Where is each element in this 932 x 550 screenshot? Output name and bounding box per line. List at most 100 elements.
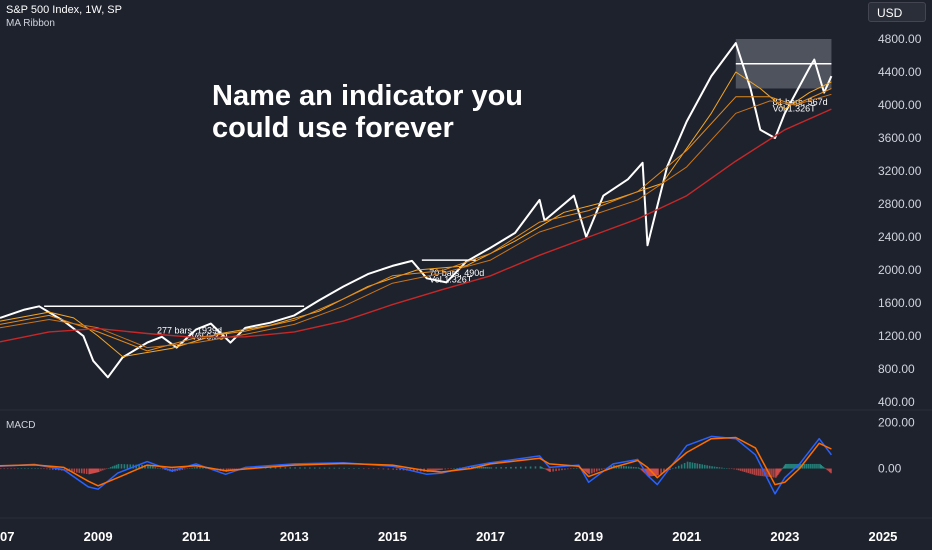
macd-histogram-bar bbox=[34, 468, 36, 469]
macd-histogram-bar bbox=[769, 468, 771, 478]
macd-histogram-bar bbox=[584, 468, 587, 472]
macd-histogram-bar bbox=[809, 463, 811, 469]
macd-histogram-bar bbox=[519, 466, 522, 469]
macd-histogram-bar bbox=[313, 467, 316, 469]
macd-histogram-bar bbox=[654, 468, 656, 476]
macd-histogram-bar bbox=[102, 468, 104, 471]
x-tick-label: 2007 bbox=[0, 529, 14, 544]
macd-histogram-bar bbox=[202, 467, 204, 469]
macd-histogram-bar bbox=[585, 468, 588, 473]
y-tick-label: 2400.00 bbox=[878, 230, 922, 244]
macd-histogram-bar bbox=[447, 468, 449, 470]
x-tick-label: 2013 bbox=[280, 529, 309, 544]
macd-histogram-bar bbox=[776, 468, 779, 475]
macd-histogram-bar bbox=[183, 468, 186, 470]
annotation-label: Vol 1.326T bbox=[773, 104, 817, 114]
macd-histogram-bar bbox=[328, 467, 331, 469]
macd-histogram-bar bbox=[147, 465, 149, 469]
macd-histogram-bar bbox=[441, 468, 444, 470]
headline-line-2: could use forever bbox=[212, 112, 454, 144]
macd-histogram-bar bbox=[428, 468, 430, 472]
macd-histogram-bar bbox=[737, 468, 740, 471]
macd-histogram-bar bbox=[728, 468, 731, 470]
macd-histogram-bar bbox=[749, 468, 752, 474]
macd-histogram-bar bbox=[582, 468, 585, 471]
macd-histogram-bar bbox=[529, 466, 532, 469]
annotation-label: 277 bars, 1939d bbox=[157, 326, 222, 336]
signal-line bbox=[0, 436, 832, 487]
macd-histogram-bar bbox=[49, 468, 51, 470]
indicator-label[interactable]: MA Ribbon bbox=[6, 18, 55, 29]
macd-histogram-bar bbox=[431, 468, 433, 472]
macd-histogram-bar bbox=[156, 467, 159, 469]
macd-histogram-bar bbox=[645, 468, 648, 475]
macd-histogram-bar bbox=[555, 468, 557, 472]
macd-histogram-bar bbox=[747, 468, 750, 474]
y-tick-label: 1600.00 bbox=[878, 296, 922, 310]
macd-histogram-bar bbox=[434, 468, 436, 471]
macd-line bbox=[0, 435, 832, 495]
currency-selector[interactable]: USD bbox=[868, 2, 926, 22]
macd-histogram-bar bbox=[820, 464, 823, 469]
macd-histogram-bar bbox=[635, 467, 637, 469]
macd-histogram-bar bbox=[575, 467, 578, 469]
macd-label: MACD bbox=[6, 420, 36, 431]
macd-histogram-bar bbox=[786, 463, 788, 469]
macd-histogram-bar bbox=[638, 468, 641, 469]
macd-histogram-bar bbox=[444, 468, 447, 470]
macd-histogram-bar bbox=[741, 468, 744, 472]
macd-histogram-bar bbox=[544, 468, 547, 470]
macd-histogram-bar bbox=[76, 468, 78, 473]
macd-histogram-bar bbox=[196, 466, 198, 469]
macd-histogram-bar bbox=[120, 464, 123, 469]
y-tick-label: 4800.00 bbox=[878, 32, 922, 46]
macd-histogram-bar bbox=[798, 463, 800, 469]
macd-histogram-bar bbox=[640, 468, 643, 471]
macd-histogram-bar bbox=[828, 468, 831, 473]
macd-histogram-bar bbox=[825, 468, 827, 470]
macd-histogram-bar bbox=[199, 467, 201, 469]
macd-histogram-bar bbox=[824, 468, 826, 469]
macd-histogram-bar bbox=[745, 468, 748, 473]
macd-histogram-bar bbox=[793, 463, 796, 469]
macd-histogram-bar bbox=[437, 468, 439, 471]
macd-histogram-bar bbox=[0, 468, 2, 470]
macd-y-tick-label: 0.00 bbox=[878, 462, 902, 476]
macd-histogram-bar bbox=[392, 468, 395, 470]
macd-histogram-bar bbox=[739, 468, 742, 471]
macd-histogram-bar bbox=[205, 468, 207, 469]
macd-histogram-bar bbox=[775, 468, 777, 478]
macd-histogram-bar bbox=[372, 468, 375, 470]
macd-histogram-bar bbox=[795, 463, 797, 469]
macd-histogram-bar bbox=[179, 468, 181, 471]
macd-histogram-bar bbox=[233, 468, 236, 470]
macd-histogram-bar bbox=[115, 464, 118, 469]
macd-histogram-bar bbox=[790, 463, 793, 469]
macd-histogram-bar bbox=[686, 461, 689, 469]
ma-mid-line bbox=[0, 88, 832, 352]
macd-histogram-bar bbox=[716, 466, 718, 469]
macd-histogram-bar bbox=[186, 468, 188, 470]
macd-histogram-bar bbox=[801, 463, 804, 469]
x-tick-label: 2025 bbox=[868, 529, 897, 544]
annotation-label: Vol 1.326T bbox=[429, 274, 473, 284]
macd-histogram-bar bbox=[250, 466, 252, 469]
macd-histogram-bar bbox=[761, 468, 763, 477]
headline-line-1: Name an indicator you bbox=[212, 80, 524, 112]
macd-histogram-bar bbox=[289, 467, 292, 469]
macd-histogram-bar bbox=[440, 468, 442, 470]
x-tick-label: 2023 bbox=[770, 529, 799, 544]
x-tick-label: 2011 bbox=[182, 529, 210, 544]
macd-histogram-bar bbox=[708, 465, 711, 469]
macd-histogram-bar bbox=[93, 468, 95, 474]
macd-histogram-bar bbox=[299, 467, 301, 469]
macd-histogram-bar bbox=[655, 468, 657, 476]
macd-histogram-bar bbox=[159, 468, 162, 470]
macd-histogram-bar bbox=[495, 467, 498, 469]
macd-histogram-bar bbox=[3, 468, 6, 470]
macd-histogram-bar bbox=[117, 463, 120, 469]
macd-histogram-bar bbox=[725, 468, 728, 469]
macd-histogram-bar bbox=[27, 468, 30, 469]
macd-histogram-bar bbox=[353, 468, 355, 469]
